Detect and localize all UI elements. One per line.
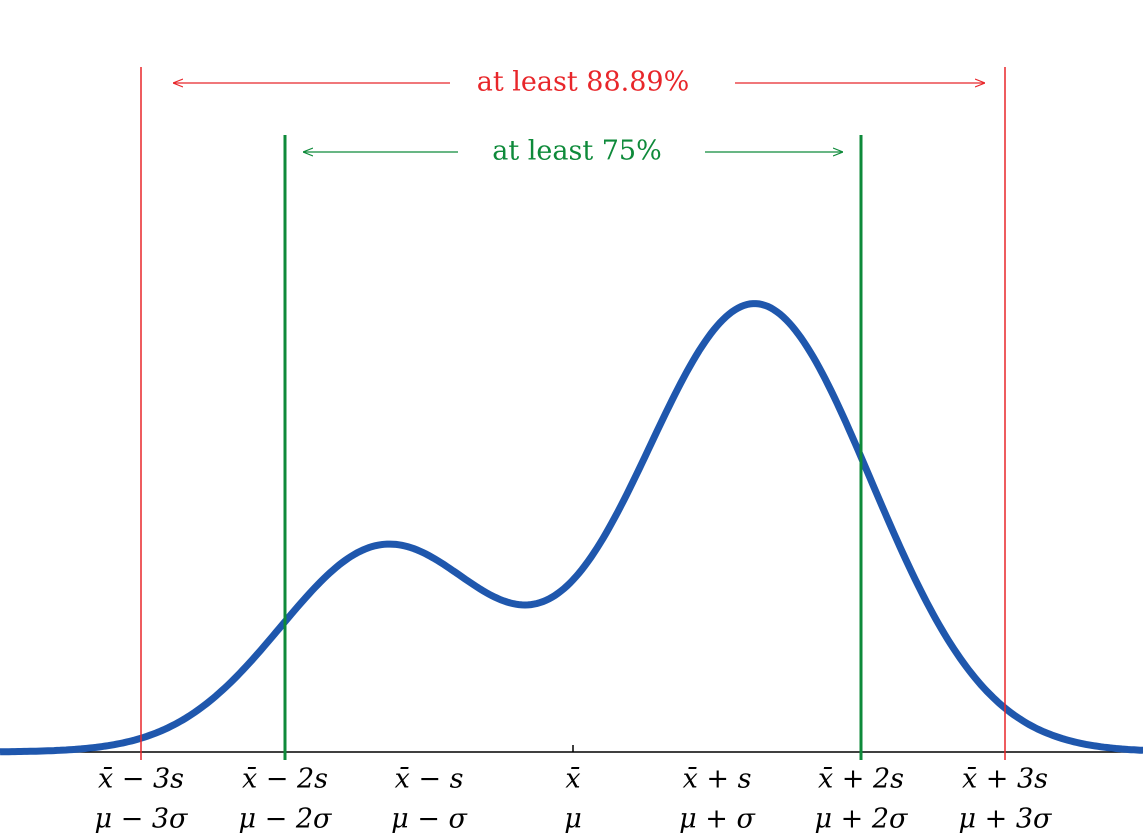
- tick-label-population: μ − σ: [391, 804, 468, 835]
- tick-label-population: μ + 2σ: [815, 804, 910, 835]
- tick-label-sample: x̄ + 2s: [818, 764, 904, 795]
- tick-label-sample: x̄ + 3s: [962, 764, 1048, 795]
- tick-label-population: μ + σ: [679, 804, 756, 835]
- tick-label-sample: x̄ − 3s: [98, 764, 184, 795]
- inner-annotation: at least 75%: [492, 136, 662, 167]
- tick-label-sample: x̄ + s: [683, 764, 752, 795]
- distribution-curve: [0, 300, 1143, 756]
- tick-label-population: μ − 2σ: [239, 804, 334, 835]
- tick-label-population: μ − 3σ: [95, 804, 190, 835]
- tick-label-sample: x̄ − s: [395, 764, 464, 795]
- tick-label-sample: x̄: [565, 764, 580, 795]
- outer-annotation: at least 88.89%: [477, 67, 689, 98]
- tick-label-sample: x̄ − 2s: [242, 764, 328, 795]
- tick-label-population: μ + 3σ: [959, 804, 1054, 835]
- tick-label-population: μ: [564, 804, 582, 835]
- tick-labels: x̄ − 3s μ − 3σ x̄ − 2s μ − 2σ x̄ − s μ − σ x̄ μ…: [95, 764, 1054, 835]
